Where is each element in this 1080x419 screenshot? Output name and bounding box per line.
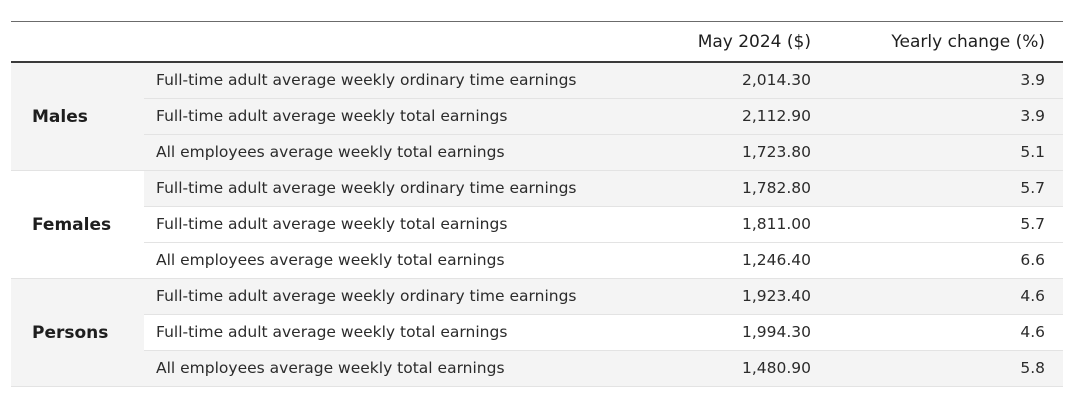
row-yoy-value: 3.9 xyxy=(1020,71,1045,89)
row-description: Full-time adult average weekly total ear… xyxy=(156,215,508,233)
top-rule xyxy=(11,21,1063,22)
row-may-value: 1,811.00 xyxy=(741,215,811,233)
row-description: All employees average weekly total earni… xyxy=(156,143,505,161)
table-row: Full-time adult average weekly ordinary … xyxy=(144,171,1063,207)
table-row: Full-time adult average weekly total ear… xyxy=(144,207,1063,243)
group-males: Males Full-time adult average weekly ord… xyxy=(11,63,1063,171)
row-yoy-value: 5.7 xyxy=(1020,215,1045,233)
table-row: Full-time adult average weekly total ear… xyxy=(144,99,1063,135)
table-row: Full-time adult average weekly total ear… xyxy=(144,315,1063,351)
row-description: All employees average weekly total earni… xyxy=(156,251,505,269)
row-yoy-value: 5.8 xyxy=(1020,359,1045,377)
row-yoy-value: 4.6 xyxy=(1020,287,1045,305)
group-persons: Persons Full-time adult average weekly o… xyxy=(11,279,1063,387)
row-description: Full-time adult average weekly total ear… xyxy=(156,323,508,341)
row-may-value: 1,723.80 xyxy=(741,143,811,161)
row-may-value: 2,014.30 xyxy=(741,71,811,89)
group-label: Females xyxy=(11,171,144,279)
row-may-value: 1,994.30 xyxy=(741,323,811,341)
row-yoy-value: 3.9 xyxy=(1020,107,1045,125)
table-header: May 2024 ($) Yearly change (%) xyxy=(11,22,1063,63)
row-yoy-value: 4.6 xyxy=(1020,323,1045,341)
header-may-2024: May 2024 ($) xyxy=(697,32,811,52)
table-row: All employees average weekly total earni… xyxy=(144,351,1063,387)
row-description: Full-time adult average weekly ordinary … xyxy=(156,71,577,89)
table-row: Full-time adult average weekly ordinary … xyxy=(144,279,1063,315)
table-row: All employees average weekly total earni… xyxy=(144,243,1063,279)
row-yoy-value: 6.6 xyxy=(1020,251,1045,269)
row-yoy-value: 5.7 xyxy=(1020,179,1045,197)
table-row: All employees average weekly total earni… xyxy=(144,135,1063,171)
row-may-value: 1,923.40 xyxy=(741,287,811,305)
row-may-value: 2,112.90 xyxy=(741,107,811,125)
row-description: Full-time adult average weekly ordinary … xyxy=(156,179,577,197)
table-row: Full-time adult average weekly ordinary … xyxy=(144,63,1063,99)
row-may-value: 1,782.80 xyxy=(741,179,811,197)
row-may-value: 1,480.90 xyxy=(741,359,811,377)
header-yearly-change: Yearly change (%) xyxy=(891,32,1045,52)
row-description: Full-time adult average weekly total ear… xyxy=(156,107,508,125)
row-yoy-value: 5.1 xyxy=(1020,143,1045,161)
row-description: Full-time adult average weekly ordinary … xyxy=(156,287,577,305)
earnings-table: May 2024 ($) Yearly change (%) Males Ful… xyxy=(11,21,1063,387)
group-females: Females Full-time adult average weekly o… xyxy=(11,171,1063,279)
row-description: All employees average weekly total earni… xyxy=(156,359,505,377)
group-label: Persons xyxy=(11,279,144,387)
group-label: Males xyxy=(11,63,144,171)
row-may-value: 1,246.40 xyxy=(741,251,811,269)
